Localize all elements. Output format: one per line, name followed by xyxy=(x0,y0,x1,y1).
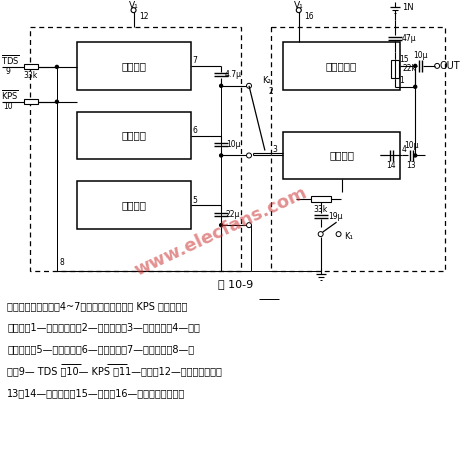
Circle shape xyxy=(55,65,58,68)
Text: V₁: V₁ xyxy=(294,0,304,10)
Bar xyxy=(271,27,445,271)
Circle shape xyxy=(414,154,417,157)
Text: 5: 5 xyxy=(193,196,198,205)
Bar xyxy=(77,112,191,159)
Bar xyxy=(283,132,400,180)
Text: 12: 12 xyxy=(139,12,148,21)
Text: 延音开关，5—普通包络，6—弦乐包络，7—钢琴包络，8—接: 延音开关，5—普通包络，6—弦乐包络，7—钢琴包络，8—接 xyxy=(7,345,194,354)
Text: 6: 6 xyxy=(193,126,198,135)
Bar xyxy=(77,42,191,90)
Text: 1N: 1N xyxy=(402,3,414,12)
Text: 13: 13 xyxy=(407,161,416,170)
Text: 图 10-9: 图 10-9 xyxy=(219,279,254,289)
Circle shape xyxy=(219,154,223,157)
Circle shape xyxy=(219,84,223,87)
Bar xyxy=(311,196,330,202)
Text: 间控制，音头时间为4~7毫秒，音尾时间则受 KPS 影响。各脚: 间控制，音头时间为4~7毫秒，音尾时间则受 KPS 影响。各脚 xyxy=(7,301,188,311)
Circle shape xyxy=(219,224,223,227)
Text: 10: 10 xyxy=(3,102,13,111)
Bar xyxy=(30,27,241,271)
Text: 弦乐包络: 弦乐包络 xyxy=(122,131,147,141)
Text: 功能为：1—外接电阻端，2—包络选择，3—电容补偿，4—外接: 功能为：1—外接电阻端，2—包络选择，3—电容补偿，4—外接 xyxy=(7,323,200,333)
Text: 9: 9 xyxy=(6,67,10,76)
Text: K₁: K₁ xyxy=(344,232,353,241)
Text: 22k: 22k xyxy=(402,64,416,73)
Text: 1: 1 xyxy=(399,76,404,86)
Text: 33k: 33k xyxy=(313,205,328,214)
Text: $\overline{\mathrm{KPS}}$: $\overline{\mathrm{KPS}}$ xyxy=(1,88,19,102)
Bar xyxy=(77,181,191,229)
Text: $\overline{\mathrm{TDS}}$: $\overline{\mathrm{TDS}}$ xyxy=(0,53,20,67)
Text: 压控放大器: 压控放大器 xyxy=(326,61,357,71)
Text: 8: 8 xyxy=(60,258,64,267)
Text: 2: 2 xyxy=(268,87,273,96)
Text: 10μ: 10μ xyxy=(226,140,240,149)
Text: 3: 3 xyxy=(273,145,277,154)
Bar xyxy=(283,42,400,90)
Bar xyxy=(24,99,38,104)
Circle shape xyxy=(55,100,58,103)
Text: 普通包络: 普通包络 xyxy=(122,200,147,210)
Text: 16: 16 xyxy=(304,12,313,21)
Text: 4: 4 xyxy=(402,145,407,154)
Text: 10μ: 10μ xyxy=(413,51,427,61)
Text: OUT: OUT xyxy=(440,61,461,71)
Text: 4.7μ: 4.7μ xyxy=(225,70,242,79)
Text: 7: 7 xyxy=(193,56,198,65)
Text: 地，9— TDS ，10— KPS ，11—空脚，12—包络电源稳压，: 地，9— TDS ，10— KPS ，11—空脚，12—包络电源稳压， xyxy=(7,367,222,376)
Bar xyxy=(392,60,400,78)
Text: 13、14—耦合电容，15—输出，16—放大器电源稳压。: 13、14—耦合电容，15—输出，16—放大器电源稳压。 xyxy=(7,388,185,399)
Bar xyxy=(24,64,38,70)
Text: V₁: V₁ xyxy=(129,0,139,10)
Text: 15: 15 xyxy=(400,55,409,64)
Text: 22μ: 22μ xyxy=(226,210,240,219)
Text: K₂: K₂ xyxy=(263,76,271,86)
Text: 47μ: 47μ xyxy=(402,33,416,42)
Text: 19μ: 19μ xyxy=(329,212,343,221)
Text: 33k: 33k xyxy=(24,71,38,80)
Circle shape xyxy=(414,64,417,67)
Text: www.elecfans.com: www.elecfans.com xyxy=(132,183,310,279)
Text: 钢琴包络: 钢琴包络 xyxy=(122,61,147,71)
Circle shape xyxy=(414,85,417,88)
Text: 14: 14 xyxy=(386,161,396,170)
Text: 余音包络: 余音包络 xyxy=(329,150,354,160)
Text: 10μ: 10μ xyxy=(404,141,418,150)
